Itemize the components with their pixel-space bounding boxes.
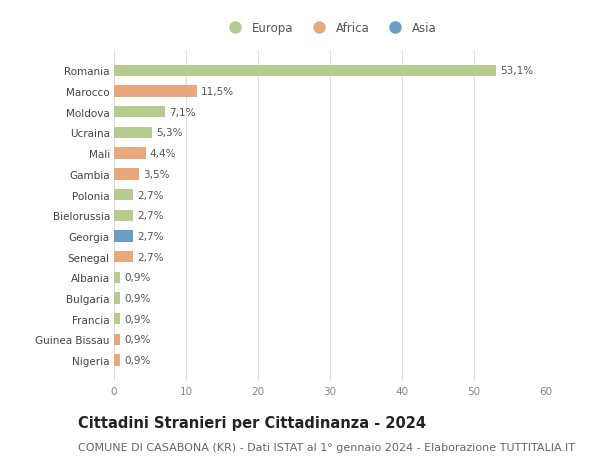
Bar: [114, 313, 121, 325]
Text: Cittadini Stranieri per Cittadinanza - 2024: Cittadini Stranieri per Cittadinanza - 2…: [78, 415, 426, 431]
Bar: [114, 190, 133, 201]
Bar: [114, 231, 133, 242]
Text: 53,1%: 53,1%: [500, 66, 533, 76]
Legend: Europa, Africa, Asia: Europa, Africa, Asia: [221, 20, 439, 38]
Text: 2,7%: 2,7%: [137, 190, 164, 200]
Bar: [114, 169, 139, 180]
Bar: [114, 86, 197, 97]
Text: 0,9%: 0,9%: [124, 355, 151, 365]
Text: 0,9%: 0,9%: [124, 273, 151, 283]
Text: 0,9%: 0,9%: [124, 293, 151, 303]
Bar: [114, 252, 133, 263]
Text: 2,7%: 2,7%: [137, 252, 164, 262]
Text: 5,3%: 5,3%: [156, 128, 182, 138]
Bar: [114, 334, 121, 345]
Bar: [114, 148, 146, 159]
Bar: [114, 293, 121, 304]
Text: 0,9%: 0,9%: [124, 335, 151, 345]
Text: 0,9%: 0,9%: [124, 314, 151, 324]
Bar: [114, 272, 121, 283]
Bar: [114, 210, 133, 221]
Bar: [114, 66, 496, 77]
Bar: [114, 355, 121, 366]
Text: 11,5%: 11,5%: [200, 87, 233, 97]
Text: COMUNE DI CASABONA (KR) - Dati ISTAT al 1° gennaio 2024 - Elaborazione TUTTITALI: COMUNE DI CASABONA (KR) - Dati ISTAT al …: [78, 442, 575, 452]
Text: 7,1%: 7,1%: [169, 107, 195, 118]
Bar: [114, 107, 165, 118]
Text: 4,4%: 4,4%: [149, 149, 176, 159]
Text: 2,7%: 2,7%: [137, 211, 164, 221]
Text: 3,5%: 3,5%: [143, 169, 169, 179]
Text: 2,7%: 2,7%: [137, 231, 164, 241]
Bar: [114, 128, 152, 139]
